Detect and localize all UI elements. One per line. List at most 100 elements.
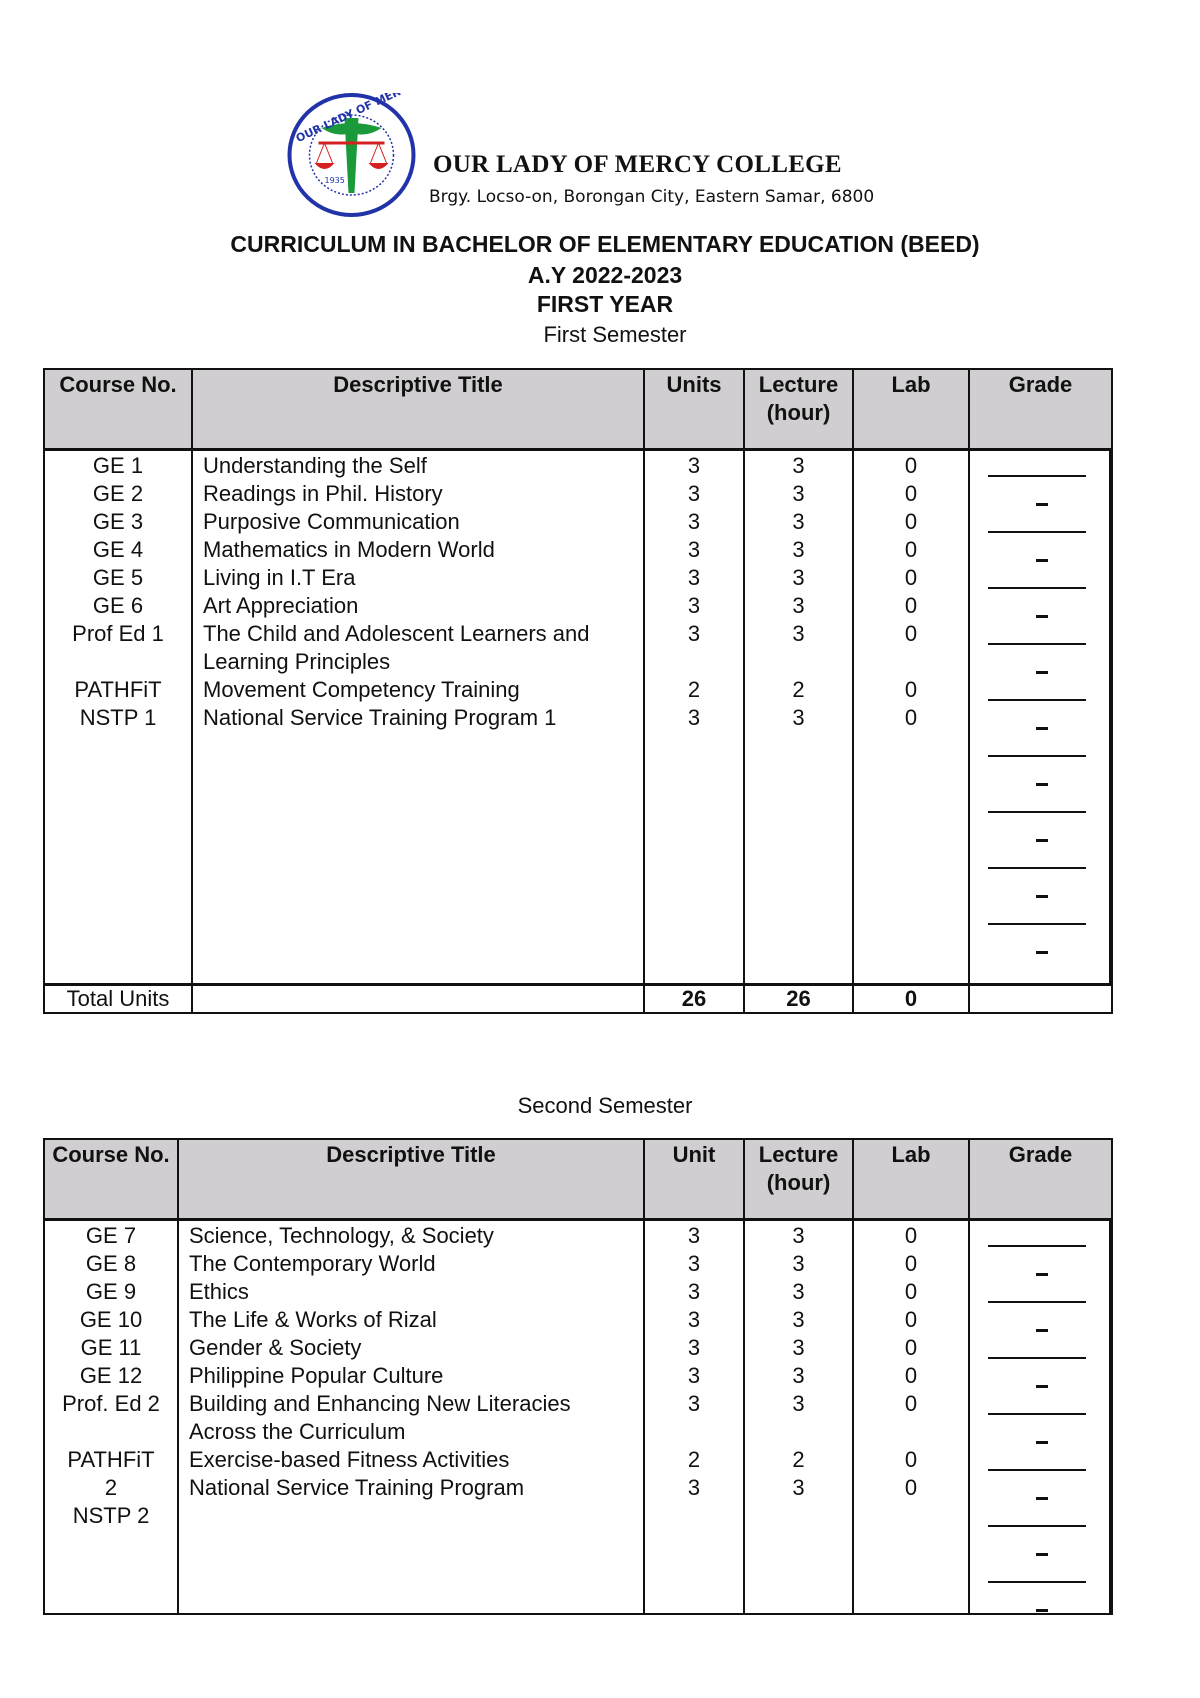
cell-lecture: 3 [792,705,805,730]
grade-blank-line [988,867,1086,869]
column-title: Science, Technology, & Society The Contem… [179,1221,645,1613]
header-course: Course No. [45,1140,179,1218]
grade-blank-line [988,643,1086,645]
grade-blank-dash [1036,503,1048,506]
cell-title: Living in I.T Era [203,565,356,590]
cell-lecture: 3 [792,509,805,534]
header-grade: Grade [1008,1142,1073,1167]
cell-title: Art Appreciation [203,593,359,618]
grade-blank-dash [1036,1609,1048,1612]
grade-blank-line [988,531,1086,533]
cell-title: Understanding the Self [203,453,427,478]
grade-blank-dash [1036,1497,1048,1500]
cell-course: GE 5 [92,565,144,590]
grade-blank-line [988,755,1086,757]
cell-title: National Service Training Program 1 [203,705,557,730]
cell-lecture: 3 [792,1307,805,1332]
year-level: FIRST YEAR [536,291,674,317]
header-title: Descriptive Title [193,370,645,448]
column-course: GE 1 GE 2 GE 3 GE 4 GE 5 GE 6 Prof Ed 1 PATHFiT… [45,451,193,983]
header-units: Unit [645,1140,745,1218]
cell-title: The Contemporary World [189,1251,436,1276]
cell-course: GE 6 [92,593,144,618]
grade-blank-dash [1036,1329,1048,1332]
cell-course: GE 8 [85,1251,137,1276]
cell-units: 3 [687,453,701,478]
cell-units: 3 [687,1475,701,1500]
cell-title: Gender & Society [189,1335,362,1360]
cell-title: Ethics [189,1279,249,1304]
grade-blank-line [988,1525,1086,1527]
table-body: GE 1 GE 2 GE 3 GE 4 GE 5 GE 6 Prof Ed 1 PATHFiT… [45,451,1111,983]
cell-units: 3 [687,1307,701,1332]
cell-lab: 0 [904,537,918,562]
cell-lecture: 3 [792,481,805,506]
cell-lab: 0 [904,1223,918,1248]
cell-units: 3 [687,621,701,646]
cell-course: GE 7 [85,1223,137,1248]
column-lecture: 3 3 3 3 3 3 3 2 3 [745,451,854,983]
grade-blank-line [988,1245,1086,1247]
cell-lecture: 3 [792,453,805,478]
cell-units: 2 [687,1447,701,1472]
college-name: OUR LADY OF MERCY COLLEGE [433,151,842,178]
header-grade: Grade [1008,372,1073,397]
total-lecture: 26 [745,986,854,1012]
grade-blank-line [988,587,1086,589]
cell-title: The Child and Adolescent Learners and Le… [203,621,590,674]
college-logo: 1935 OUR LADY OF MERCY COLLEGE [287,93,417,217]
cell-lab: 0 [904,1391,918,1416]
header-lecture: Lecture (hour) [745,1140,854,1218]
header-course: Course No. [45,370,193,448]
cell-lab: 0 [904,1475,918,1500]
cell-lab: 0 [904,565,918,590]
cell-lab: 0 [904,1447,918,1472]
grade-blank-dash [1036,671,1048,674]
cell-title: Movement Competency Training [203,677,520,702]
cell-lab: 0 [904,1307,918,1332]
second-semester-label: Second Semester [517,1093,693,1118]
header-lecture: Lecture (hour) [745,370,854,448]
total-grade-empty [970,986,1111,1012]
column-lab: 0 0 0 0 0 0 0 0 0 [854,1221,970,1613]
grade-blank-dash [1036,783,1048,786]
grade-blank-dash [1036,1385,1048,1388]
cell-lecture: 3 [792,621,805,646]
grade-blank-dash [1036,951,1048,954]
cell-lecture: 3 [792,1251,805,1276]
column-title: Understanding the Self Readings in Phil. … [193,451,645,983]
total-units: 26 [645,986,745,1012]
grade-blank-line [988,1301,1086,1303]
cell-units: 3 [687,1279,701,1304]
cell-course: GE 10 [79,1307,143,1332]
cell-title: National Service Training Program [189,1475,525,1500]
cell-lab: 0 [904,705,918,730]
cell-lab: 0 [904,1279,918,1304]
cell-units: 3 [687,1391,701,1416]
cell-title: Building and Enhancing New Literacies Ac… [189,1391,571,1444]
header-units: Units [645,370,745,448]
cell-course: NSTP 2 [72,1503,150,1528]
grade-blank-line [988,1413,1086,1415]
cell-title: Mathematics in Modern World [203,537,495,562]
cell-lab: 0 [904,453,918,478]
cell-lecture: 3 [792,1475,805,1500]
cell-lab: 0 [904,1363,918,1388]
cell-course: Prof Ed 1 [72,621,164,646]
cell-lecture: 3 [792,593,805,618]
cell-units: 3 [687,705,701,730]
cell-lab: 0 [904,593,918,618]
svg-text:1935: 1935 [325,176,345,185]
grade-blank-dash [1036,1441,1048,1444]
cell-units: 3 [687,537,701,562]
cell-lecture: 3 [792,1279,805,1304]
total-row: Total Units 26 26 0 [45,983,1111,1012]
cell-title: Philippine Popular Culture [189,1363,444,1388]
grade-blank-dash [1036,559,1048,562]
cell-course: PATHFiT [74,677,162,702]
cell-title: Readings in Phil. History [203,481,443,506]
grade-blank-dash [1036,615,1048,618]
cell-lab: 0 [904,621,918,646]
cell-lab: 0 [904,1335,918,1360]
cell-units: 3 [687,1363,701,1388]
